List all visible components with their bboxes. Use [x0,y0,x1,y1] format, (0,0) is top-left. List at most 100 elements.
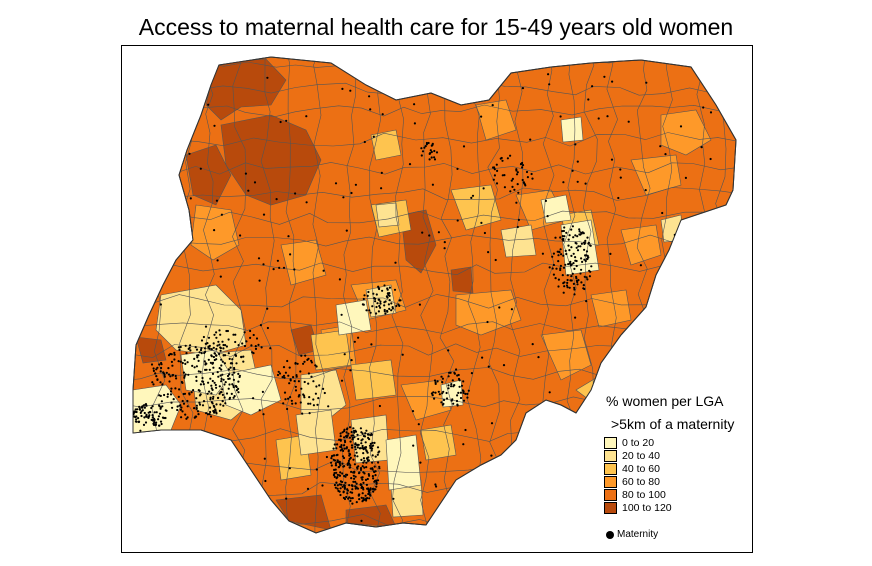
maternity-point [215,354,218,357]
maternity-point [466,396,469,399]
maternity-point [216,344,219,347]
region-class-0-20 [560,116,584,143]
maternity-point [173,351,176,354]
maternity-point [150,363,154,366]
maternity-point [350,444,354,447]
maternity-point [470,196,473,199]
maternity-point [372,292,375,295]
maternity-point [215,403,218,406]
maternity-point [198,401,201,404]
maternity-point [568,262,572,265]
maternity-point [330,464,333,467]
lga-boundary [391,57,404,533]
maternity-point [367,459,370,462]
maternity-point [210,348,213,351]
maternity-point [310,361,313,364]
maternity-point [718,351,722,354]
maternity-point [562,229,565,233]
maternity-point [346,427,349,430]
maternity-point [209,361,212,364]
maternity-point [556,424,559,427]
maternity-point [195,415,198,418]
maternity-point [184,344,187,347]
maternity-point [569,279,572,282]
maternity-point [289,379,292,382]
maternity-point [260,346,263,349]
maternity-point [420,147,423,150]
maternity-point [464,392,467,395]
maternity-point [235,389,238,392]
maternity-point [563,235,566,238]
maternity-point [690,466,694,469]
maternity-point [684,176,688,179]
maternity-point [342,196,345,199]
maternity-point [575,264,578,268]
maternity-point [141,406,144,409]
maternity-point [188,346,191,349]
maternity-point [373,465,376,468]
maternity-point [282,266,286,269]
maternity-point [312,404,315,407]
maternity-point [462,443,465,446]
maternity-point [421,231,424,234]
maternity-point [349,456,352,459]
maternity-point [182,371,185,374]
maternity-point [166,395,169,398]
maternity-point [428,158,431,161]
maternity-point [203,347,206,350]
maternity-point [544,199,547,202]
maternity-point [349,499,352,502]
maternity-point [213,124,216,127]
maternity-point [345,431,348,434]
maternity-point [559,264,562,267]
maternity-point [211,362,214,365]
maternity-point [205,412,208,415]
maternity-point [171,364,174,367]
maternity-point [511,177,514,180]
maternity-point [195,397,198,400]
maternity-point [333,443,336,446]
maternity-point [537,356,540,359]
maternity-point [702,106,705,109]
maternity-point [159,303,162,306]
maternity-point [233,371,236,374]
maternity-point [339,493,342,497]
maternity-point [186,405,189,408]
maternity-point [348,484,351,487]
maternity-point [360,439,363,442]
maternity-point [222,354,225,357]
maternity-point [174,256,177,259]
maternity-point [142,423,146,426]
maternity-point [195,365,198,368]
maternity-point [432,391,435,394]
maternity-point [308,396,311,399]
maternity-point [287,374,290,377]
maternity-point [341,431,344,434]
maternity-point [227,368,230,371]
maternity-point [516,183,519,186]
maternity-point [699,312,702,315]
legend-item-20-40: 20 to 40 [604,449,660,462]
maternity-point [452,385,455,388]
maternity-point [294,385,297,388]
lga-boundary [133,104,736,118]
maternity-point [391,306,394,309]
maternity-point [551,267,554,270]
maternity-point [252,352,255,355]
maternity-point [213,381,216,384]
maternity-point [445,397,449,400]
maternity-point [152,369,155,372]
maternity-point [215,199,218,202]
maternity-point [154,424,157,427]
maternity-point [227,352,230,355]
maternity-point [231,373,234,376]
maternity-point [282,366,286,369]
legend-label: 80 to 100 [622,488,666,501]
maternity-point [386,292,389,295]
maternity-point [384,300,387,303]
maternity-point [215,358,218,361]
maternity-point [424,145,427,148]
maternity-point [184,413,187,416]
maternity-point [208,406,212,409]
lga-boundary [133,162,736,175]
